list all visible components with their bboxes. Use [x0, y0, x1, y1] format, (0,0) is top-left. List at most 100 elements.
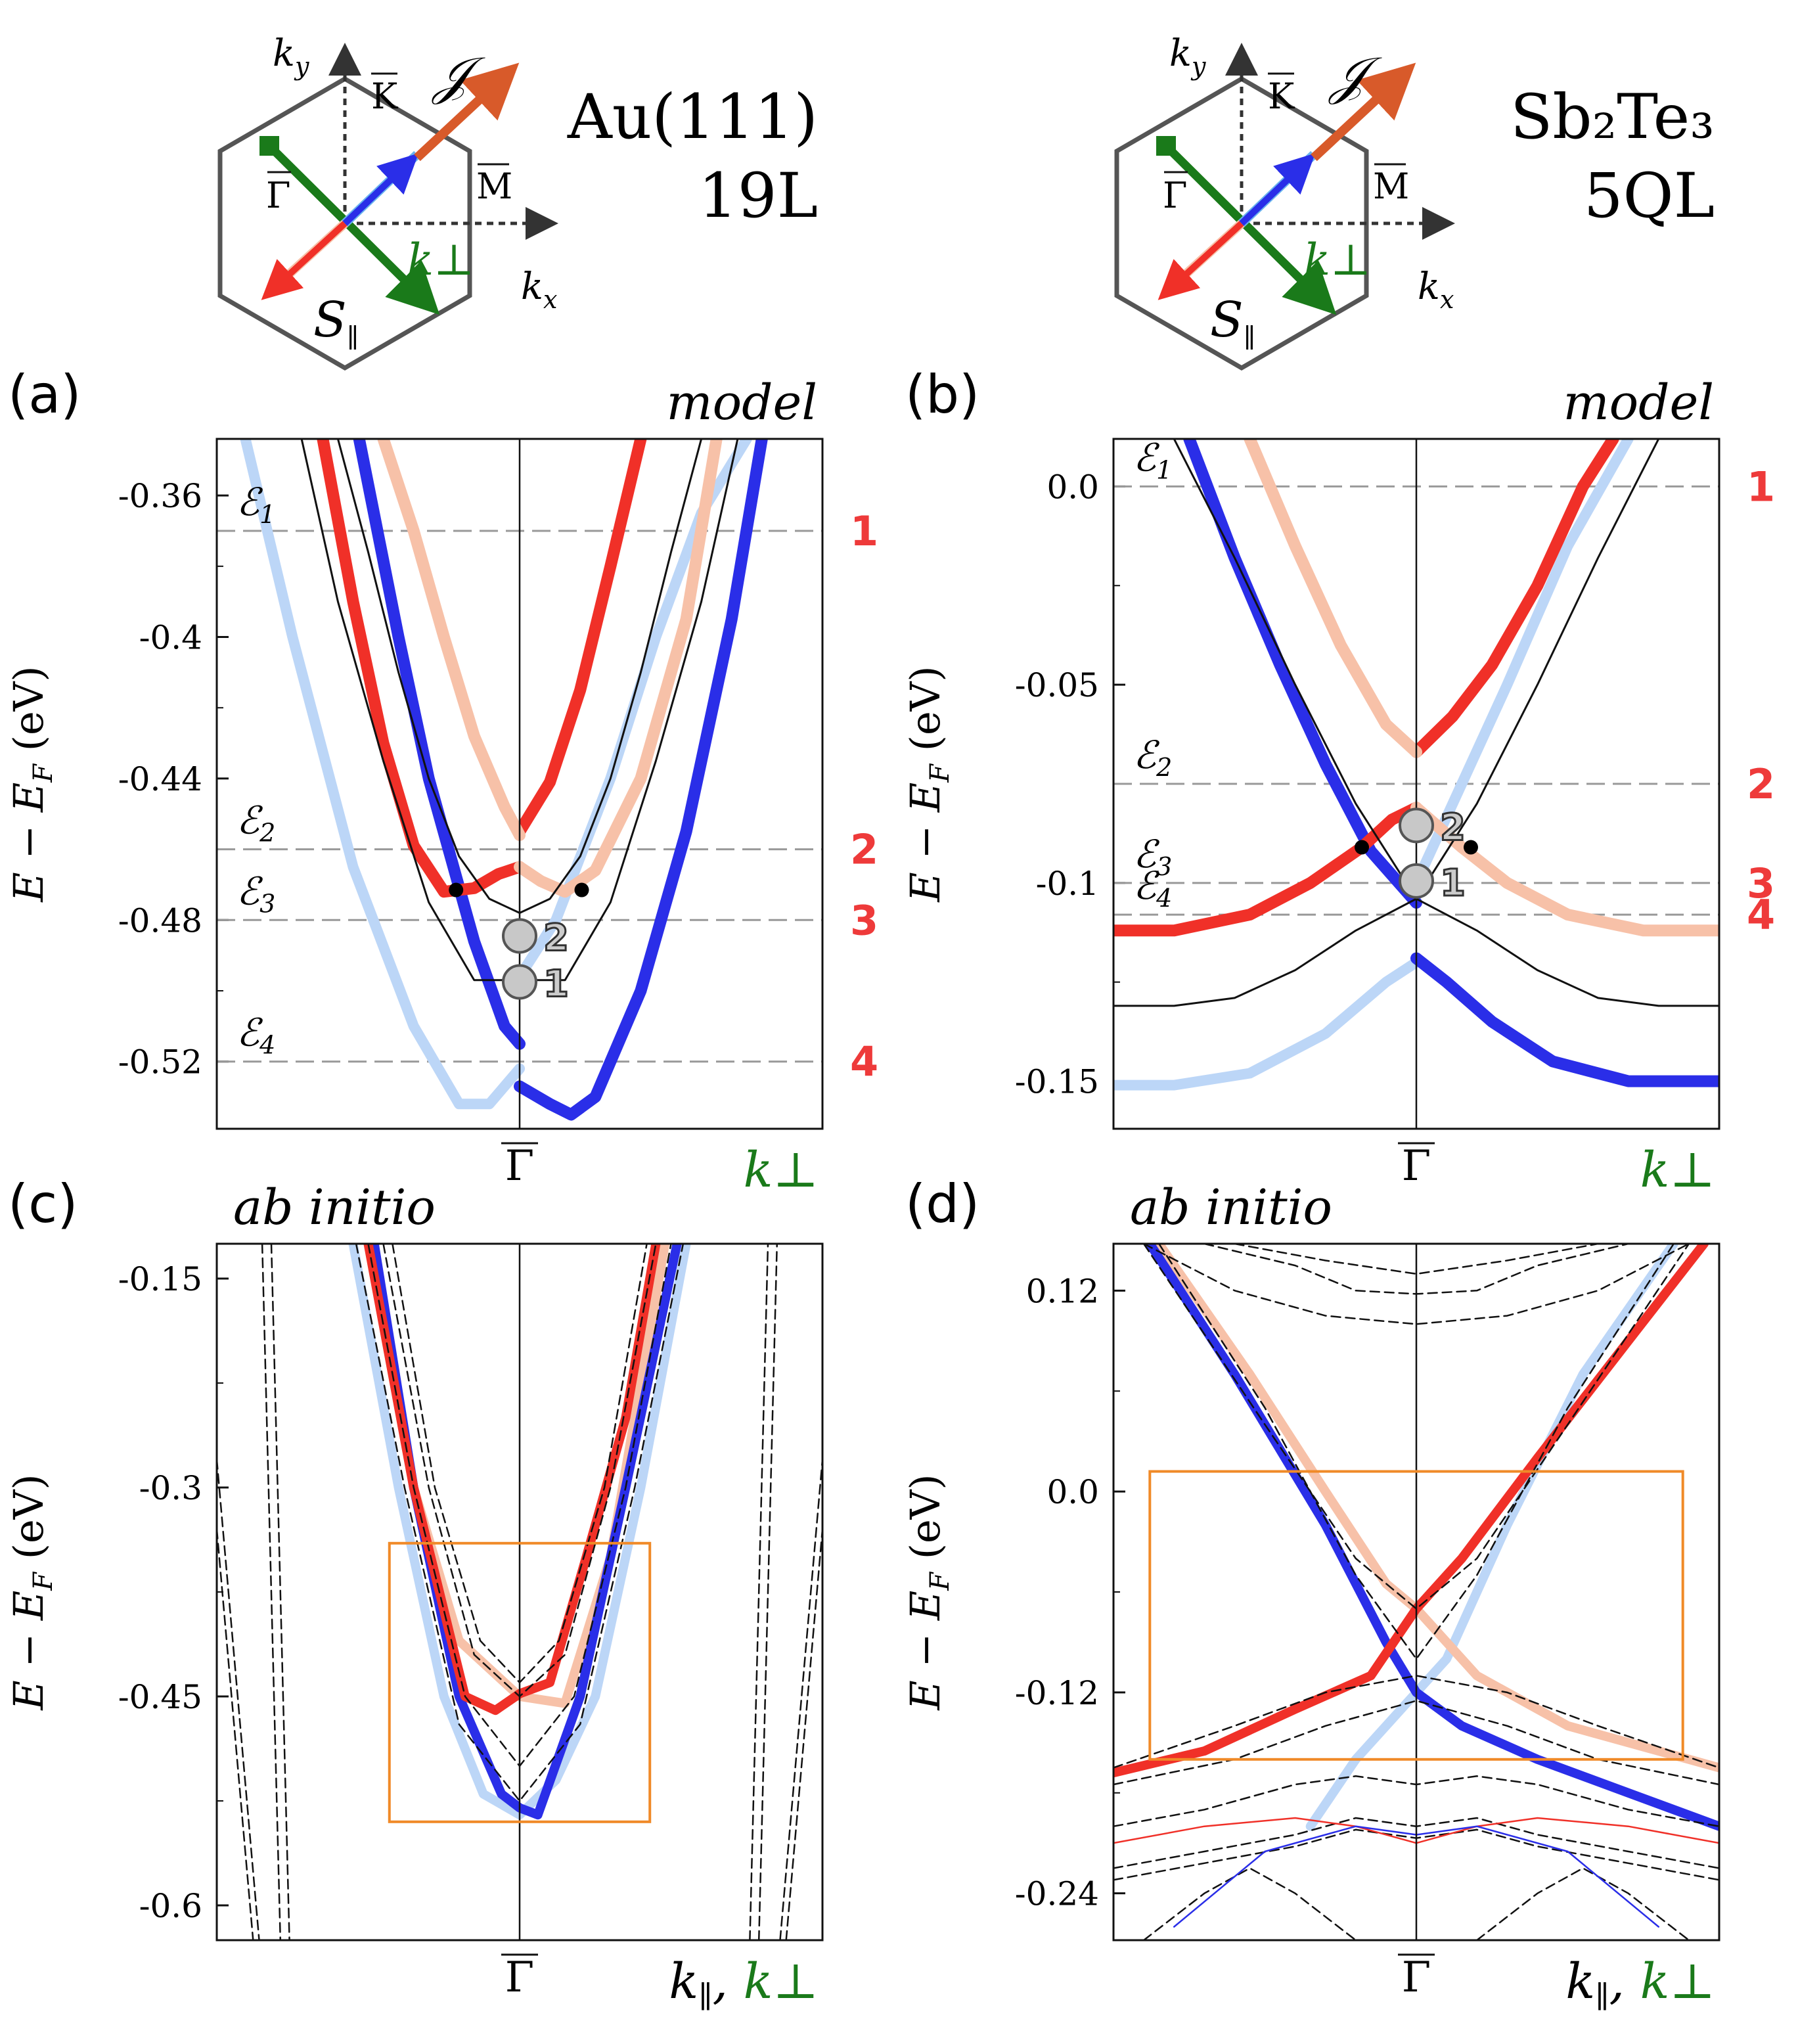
kperp-arrow	[266, 143, 440, 315]
y-tick-label: 0.12	[1026, 1272, 1099, 1310]
x-axis-label-comma: ,	[1609, 1953, 1640, 2010]
gamma-bar-point: Γ	[1163, 171, 1188, 216]
y-axis-label-minus: −	[901, 1620, 949, 1680]
plot-frame	[1112, 1242, 1720, 1942]
series-line	[353, 439, 526, 1050]
plot-frame	[215, 438, 824, 1130]
plot-area	[217, 439, 822, 1129]
level-subscript: 4	[259, 1031, 275, 1060]
chart-title: model	[666, 375, 817, 431]
x-axis-label: k⊥	[744, 1142, 819, 1198]
intersection-dot	[1463, 840, 1478, 855]
level-label: ℰ4	[1133, 863, 1172, 913]
spin-red-arrow	[1157, 221, 1244, 300]
level-marker: 1	[850, 507, 878, 555]
y-axis-label-e: E	[5, 1680, 53, 1710]
x-axis-label: k⊥	[1640, 1142, 1715, 1198]
m-bar-point: M	[476, 163, 512, 207]
svg-text:Γ: Γ	[266, 175, 290, 216]
y-tick-label: -0.12	[1015, 1674, 1099, 1712]
series-line	[514, 439, 768, 1121]
y-tick-label: -0.44	[118, 760, 202, 798]
zoom-box	[388, 1541, 652, 1823]
y-tick-label: -0.3	[139, 1469, 202, 1507]
level-marker: 2	[850, 826, 878, 874]
level-marker: 3	[850, 896, 878, 944]
y-axis-label-minus: −	[901, 812, 949, 872]
level-symbol: ℰ	[236, 798, 263, 843]
bz-inset-sbte: ky kx K M Γ 𝒥 k⊥ S∥ Sb₂Te₃ 5QL	[1114, 32, 1715, 371]
y-axis-label-unit: (eV)	[901, 1474, 949, 1572]
x-tick-gamma: Γ	[505, 1953, 534, 2002]
x-axis-label-k: k	[669, 1953, 698, 2010]
series-line	[1183, 439, 1422, 909]
y-axis-label: E − EF (eV)	[5, 1474, 58, 1710]
series-line	[1142, 1244, 1690, 1610]
y-tick-label: -0.52	[118, 1043, 202, 1081]
y-tick-label: -0.45	[118, 1678, 202, 1716]
level-marker: 3	[1747, 859, 1775, 907]
ky-label: ky	[1169, 32, 1206, 81]
x-axis-label-kperp: k⊥	[744, 1953, 819, 2010]
level-label: ℰ2	[236, 798, 275, 848]
crossing-marker	[502, 918, 537, 954]
series-line	[355, 1244, 685, 1802]
crossing-marker	[502, 964, 537, 1000]
x-axis-label-kperp: k⊥	[744, 1142, 819, 1198]
material-line1: Au(111)	[567, 81, 818, 153]
y-axis-label-minus: −	[5, 812, 53, 872]
level-subscript: 1	[1156, 455, 1172, 484]
level-subscript: 1	[259, 500, 275, 529]
kperp-arrow-tail	[1156, 136, 1176, 156]
series-line	[1475, 1867, 1690, 1940]
level-label: ℰ1	[1133, 435, 1172, 484]
y-tick-label: -0.15	[1015, 1063, 1099, 1101]
y-tick-label: -0.48	[118, 901, 202, 940]
y-axis-label-ef: E	[5, 783, 53, 813]
plot-frame	[1112, 438, 1720, 1130]
y-axis-label-e: E	[5, 872, 53, 902]
x-tick-gamma: Γ	[1402, 1953, 1431, 2002]
kx-label: kx	[1418, 265, 1454, 314]
crossing-marker	[1399, 863, 1434, 899]
crossing-label: 1	[1440, 862, 1466, 905]
y-axis-label-f-sub: F	[28, 763, 58, 783]
series-line	[749, 1244, 769, 1940]
x-tick-gamma: Γ	[1402, 1142, 1431, 1191]
panel-label: (a)	[8, 364, 81, 425]
spin-blue-arrow	[342, 153, 419, 226]
svg-text:M: M	[1373, 166, 1409, 207]
material-line1: Sb₂Te₃	[1510, 81, 1715, 153]
svg-text:M: M	[476, 166, 512, 207]
ky-label: ky	[273, 32, 309, 81]
series-line	[261, 1244, 282, 1940]
x-axis-label-kperp: k⊥	[1640, 1953, 1715, 2010]
y-tick-label: 0.0	[1046, 1473, 1099, 1511]
svg-text:K: K	[1268, 76, 1295, 117]
level-symbol: ℰ	[1133, 435, 1160, 480]
y-axis-label-e: E	[901, 872, 949, 902]
level-label: ℰ4	[236, 1011, 275, 1060]
level-label: ℰ3	[1133, 832, 1172, 881]
bz-inset-au: ky kx K M Γ 𝒥 k⊥ S∥ Au(111) 19L	[217, 32, 818, 371]
zoom-box	[1148, 1470, 1684, 1761]
level-subscript: 4	[1156, 884, 1172, 913]
k-bar-point: K	[371, 72, 399, 117]
level-label: ℰ2	[1133, 733, 1172, 782]
level-label: ℰ3	[236, 869, 275, 918]
level-subscript: 2	[259, 819, 275, 848]
spin-red-arrow	[261, 221, 348, 300]
crossing-label: 2	[543, 917, 569, 960]
plot-frame	[215, 1242, 824, 1942]
kperp-label: k⊥	[1304, 235, 1371, 285]
x-axis-label: k∥, k⊥	[1565, 1953, 1715, 2014]
series-line	[270, 1244, 290, 1940]
plot-area	[1113, 1244, 1719, 1940]
series-line	[1411, 439, 1634, 888]
level-subscript: 2	[1156, 753, 1172, 782]
level-marker: 1	[1747, 463, 1775, 511]
series-line	[1410, 439, 1619, 758]
crossing-label: 2	[1440, 806, 1466, 849]
